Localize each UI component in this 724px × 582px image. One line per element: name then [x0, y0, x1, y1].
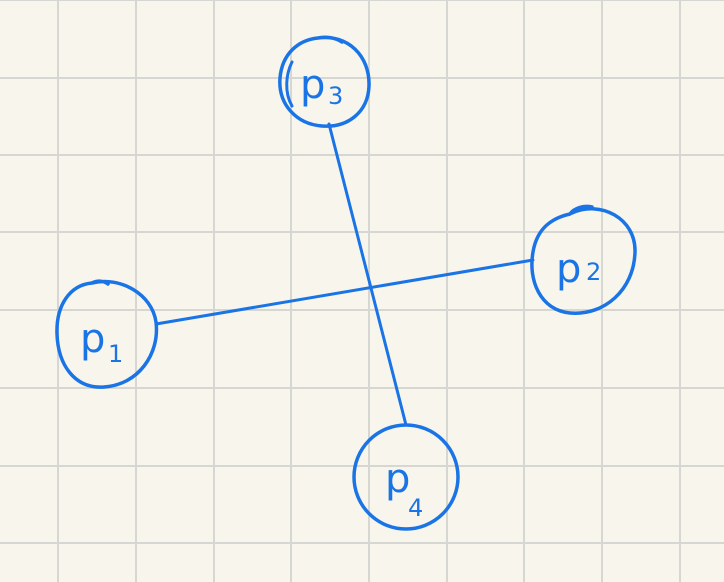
node-p4-subscript: 4: [408, 494, 423, 522]
edge-p1-p2: [154, 258, 535, 326]
node-p2-subscript: 2: [586, 258, 601, 286]
node-p3-circle: [278, 35, 371, 128]
node-p3: p 3: [278, 35, 371, 128]
node-p1-subscript: 1: [108, 340, 123, 368]
node-p3-letter: p: [300, 62, 325, 108]
node-p4-circle: [352, 423, 460, 531]
node-p3-circle-overstroke: [285, 60, 294, 108]
node-p1: p 1: [55, 279, 159, 389]
node-p2-circle: [530, 204, 637, 315]
node-p3-subscript: 3: [328, 82, 343, 110]
node-p2: p 2: [530, 204, 637, 315]
node-p4: p 4: [352, 423, 460, 531]
edge-p3-p4: [327, 122, 408, 427]
edges: [154, 122, 535, 427]
node-p2-letter: p: [556, 246, 581, 292]
node-p1-circle: [55, 279, 159, 389]
node-p1-letter: p: [80, 316, 105, 362]
node-p4-letter: p: [385, 456, 410, 502]
